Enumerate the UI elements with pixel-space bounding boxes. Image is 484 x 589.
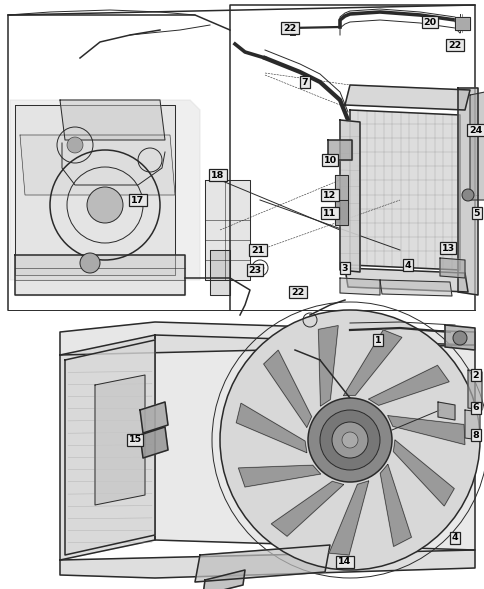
Circle shape bbox=[67, 137, 83, 153]
Text: 4: 4 bbox=[451, 534, 457, 542]
Polygon shape bbox=[454, 17, 469, 30]
Polygon shape bbox=[65, 340, 155, 555]
Text: 15: 15 bbox=[128, 435, 141, 445]
Polygon shape bbox=[467, 370, 481, 410]
Polygon shape bbox=[195, 545, 329, 582]
Polygon shape bbox=[457, 88, 477, 295]
Circle shape bbox=[307, 398, 391, 482]
Circle shape bbox=[461, 189, 473, 201]
Circle shape bbox=[319, 410, 379, 470]
Text: 3: 3 bbox=[341, 263, 348, 273]
Polygon shape bbox=[60, 100, 165, 140]
Circle shape bbox=[256, 264, 263, 272]
Circle shape bbox=[341, 432, 357, 448]
Circle shape bbox=[220, 310, 479, 570]
Text: 24: 24 bbox=[469, 125, 482, 134]
Polygon shape bbox=[379, 280, 451, 296]
Polygon shape bbox=[271, 481, 343, 536]
Text: 22: 22 bbox=[447, 41, 461, 49]
Text: 8: 8 bbox=[471, 431, 478, 439]
Text: 7: 7 bbox=[301, 78, 308, 87]
Text: 22: 22 bbox=[283, 24, 296, 32]
Polygon shape bbox=[95, 375, 145, 505]
Polygon shape bbox=[60, 322, 474, 355]
Text: 22: 22 bbox=[291, 287, 304, 296]
Text: 12: 12 bbox=[323, 190, 336, 200]
Polygon shape bbox=[444, 325, 474, 350]
Text: 23: 23 bbox=[248, 266, 261, 274]
Polygon shape bbox=[339, 278, 379, 295]
Polygon shape bbox=[10, 100, 199, 280]
Polygon shape bbox=[343, 330, 401, 395]
Polygon shape bbox=[20, 135, 175, 195]
Polygon shape bbox=[205, 180, 249, 280]
Text: 17: 17 bbox=[131, 196, 144, 204]
Polygon shape bbox=[60, 335, 155, 560]
Polygon shape bbox=[379, 464, 410, 547]
Circle shape bbox=[332, 422, 367, 458]
Polygon shape bbox=[327, 140, 351, 160]
Polygon shape bbox=[238, 465, 320, 487]
Text: 6: 6 bbox=[472, 403, 478, 412]
Text: 20: 20 bbox=[423, 18, 436, 27]
Polygon shape bbox=[15, 255, 184, 295]
Polygon shape bbox=[393, 440, 454, 506]
Polygon shape bbox=[236, 403, 306, 453]
Text: 1: 1 bbox=[374, 336, 380, 345]
Polygon shape bbox=[203, 570, 244, 589]
Circle shape bbox=[452, 331, 466, 345]
Polygon shape bbox=[15, 105, 175, 275]
Polygon shape bbox=[439, 258, 464, 278]
Circle shape bbox=[87, 187, 123, 223]
Polygon shape bbox=[210, 250, 229, 295]
Polygon shape bbox=[344, 85, 469, 110]
Polygon shape bbox=[155, 335, 474, 550]
Polygon shape bbox=[368, 365, 448, 405]
Text: 2: 2 bbox=[472, 370, 478, 379]
Polygon shape bbox=[318, 326, 337, 406]
Text: 11: 11 bbox=[323, 209, 336, 217]
Polygon shape bbox=[334, 175, 348, 200]
Polygon shape bbox=[329, 481, 368, 555]
Circle shape bbox=[80, 253, 100, 273]
Polygon shape bbox=[349, 110, 459, 270]
Polygon shape bbox=[344, 268, 467, 292]
Text: 4: 4 bbox=[404, 260, 410, 270]
Text: 5: 5 bbox=[473, 209, 479, 217]
Polygon shape bbox=[263, 350, 311, 428]
Polygon shape bbox=[469, 92, 484, 200]
Polygon shape bbox=[464, 410, 479, 440]
Text: 14: 14 bbox=[338, 558, 351, 567]
Polygon shape bbox=[334, 200, 348, 225]
Polygon shape bbox=[437, 402, 454, 420]
Polygon shape bbox=[140, 427, 167, 458]
Polygon shape bbox=[140, 402, 167, 433]
Text: 21: 21 bbox=[251, 246, 264, 254]
Text: 13: 13 bbox=[440, 243, 454, 253]
Polygon shape bbox=[60, 550, 474, 578]
Polygon shape bbox=[339, 120, 359, 272]
Text: 10: 10 bbox=[323, 155, 336, 164]
Text: 18: 18 bbox=[211, 170, 224, 180]
Polygon shape bbox=[387, 416, 464, 445]
